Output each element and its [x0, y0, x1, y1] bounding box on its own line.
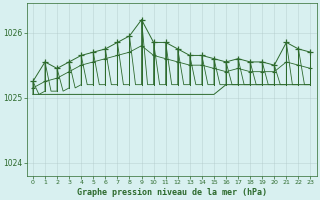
X-axis label: Graphe pression niveau de la mer (hPa): Graphe pression niveau de la mer (hPa): [77, 188, 267, 197]
